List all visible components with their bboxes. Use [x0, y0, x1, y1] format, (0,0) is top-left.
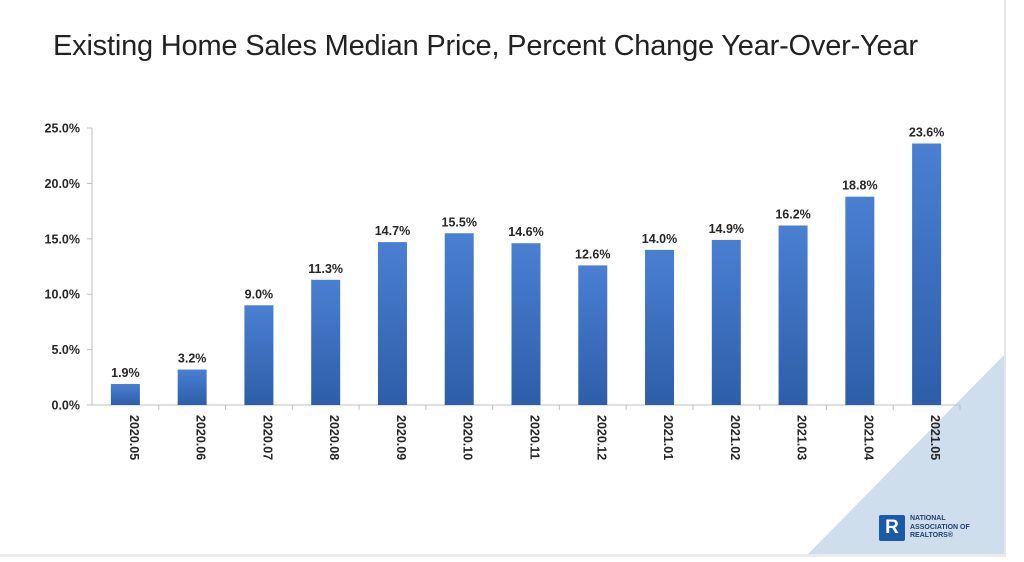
bar	[110, 383, 140, 405]
category-label: 2020.08	[327, 415, 341, 460]
data-label: 9.0%	[245, 287, 274, 301]
category-label: 2020.09	[394, 415, 408, 460]
category-label: 2020.12	[594, 415, 608, 460]
data-label: 15.5%	[442, 215, 477, 229]
chart-title: Existing Home Sales Median Price, Percen…	[53, 30, 918, 62]
bar	[444, 233, 474, 405]
bar	[244, 305, 274, 405]
bar	[912, 143, 942, 405]
logo-line: NATIONAL	[910, 515, 946, 522]
logo-line: ASSOCIATION OF	[910, 523, 970, 531]
data-label: 11.3%	[308, 262, 343, 276]
y-tick-label: 10.0%	[45, 288, 80, 302]
bar	[311, 279, 341, 405]
bar	[645, 249, 675, 405]
data-label: 23.6%	[909, 126, 944, 140]
frame-edge-right	[1004, 0, 1006, 556]
bars	[110, 143, 942, 405]
frame-edge-bottom	[0, 554, 1006, 557]
bar	[377, 242, 407, 405]
labels: 1.9% 2020.05 3.2% 2020.06 9.0% 2020.07 11.3% 20…	[111, 126, 944, 461]
data-label: 1.9%	[111, 366, 140, 380]
bar	[511, 243, 541, 405]
category-label: 2020.11	[528, 415, 542, 460]
axes: 0.0% 5.0% 10.0% 15.0% 20.0% 25.0%	[45, 122, 961, 413]
realtors-logo-icon: R	[879, 515, 905, 541]
category-label: 2021.05	[928, 415, 942, 460]
y-tick-label: 0.0%	[52, 399, 81, 413]
category-label: 2020.06	[194, 415, 208, 460]
data-label: 14.9%	[709, 222, 744, 236]
category-label: 2020.05	[127, 415, 141, 460]
data-label: 3.2%	[178, 352, 207, 366]
bar	[578, 265, 608, 405]
bar	[711, 239, 741, 405]
data-label: 14.0%	[642, 232, 677, 246]
logo-line: REALTORS®	[910, 532, 954, 539]
y-tick-label: 15.0%	[45, 232, 80, 246]
y-tick-label: 5.0%	[52, 343, 81, 357]
data-label: 14.6%	[508, 225, 543, 239]
bar	[845, 196, 875, 405]
category-label: 2021.02	[728, 415, 742, 460]
data-label: 16.2%	[775, 208, 810, 222]
realtors-logo-text: NATIONAL ASSOCIATION OF REALTORS®	[910, 515, 1002, 541]
bar	[177, 369, 207, 405]
category-label: 2020.10	[461, 415, 475, 460]
category-label: 2021.04	[861, 415, 875, 460]
data-label: 12.6%	[575, 247, 610, 261]
data-label: 18.8%	[842, 179, 877, 193]
bar	[778, 225, 808, 405]
y-tick-label: 25.0%	[45, 122, 80, 136]
data-label: 14.7%	[375, 224, 410, 238]
category-label: 2021.03	[795, 415, 809, 460]
y-tick-label: 20.0%	[45, 177, 80, 191]
category-label: 2020.07	[260, 415, 274, 460]
category-label: 2021.01	[661, 415, 675, 460]
